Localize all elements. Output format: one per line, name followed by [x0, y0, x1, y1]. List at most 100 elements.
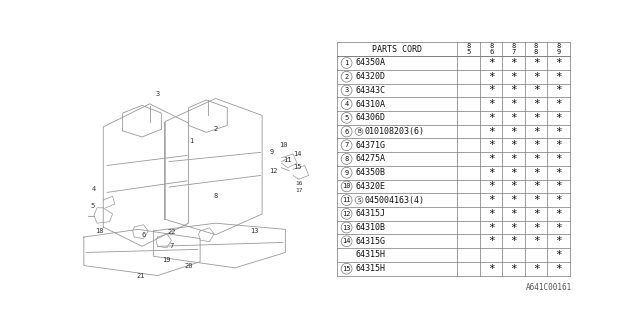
- Text: *: *: [510, 181, 517, 191]
- Text: *: *: [488, 181, 495, 191]
- Text: *: *: [532, 140, 540, 150]
- Text: *: *: [510, 195, 517, 205]
- Text: *: *: [532, 236, 540, 246]
- Text: 64315H: 64315H: [355, 251, 385, 260]
- Text: 12: 12: [269, 168, 278, 174]
- Text: *: *: [488, 113, 495, 123]
- Text: *: *: [555, 85, 562, 95]
- Text: *: *: [532, 126, 540, 137]
- Text: 64343C: 64343C: [355, 86, 385, 95]
- Text: *: *: [555, 140, 562, 150]
- Text: 8: 8: [344, 156, 349, 162]
- Text: 1: 1: [189, 138, 193, 144]
- Text: *: *: [532, 113, 540, 123]
- Text: 64315H: 64315H: [355, 264, 385, 273]
- Text: *: *: [510, 209, 517, 219]
- Text: *: *: [555, 72, 562, 82]
- Text: B: B: [357, 129, 361, 134]
- Text: *: *: [555, 209, 562, 219]
- Text: *: *: [532, 209, 540, 219]
- Text: *: *: [555, 126, 562, 137]
- Text: 8: 8: [214, 193, 218, 199]
- Text: *: *: [532, 222, 540, 233]
- Text: *: *: [555, 99, 562, 109]
- Text: *: *: [532, 154, 540, 164]
- Text: 9: 9: [344, 170, 349, 176]
- Text: *: *: [555, 236, 562, 246]
- Text: 64320E: 64320E: [355, 182, 385, 191]
- Text: 16: 16: [296, 181, 303, 186]
- Text: 13: 13: [250, 228, 259, 234]
- Text: *: *: [532, 58, 540, 68]
- Text: *: *: [488, 85, 495, 95]
- Text: 010108203(6): 010108203(6): [364, 127, 424, 136]
- Text: 64275A: 64275A: [355, 155, 385, 164]
- Text: *: *: [488, 99, 495, 109]
- Text: *: *: [488, 168, 495, 178]
- Text: *: *: [532, 99, 540, 109]
- Text: 1: 1: [344, 60, 349, 66]
- Text: *: *: [488, 264, 495, 274]
- Text: 7: 7: [344, 142, 349, 148]
- Text: 2: 2: [214, 126, 218, 132]
- Text: *: *: [532, 168, 540, 178]
- Text: *: *: [555, 250, 562, 260]
- Text: *: *: [510, 222, 517, 233]
- Text: *: *: [488, 140, 495, 150]
- Text: *: *: [532, 181, 540, 191]
- Text: 4: 4: [344, 101, 349, 107]
- Text: 8: 8: [489, 43, 493, 49]
- Text: *: *: [488, 154, 495, 164]
- Text: *: *: [555, 168, 562, 178]
- Text: *: *: [510, 72, 517, 82]
- Text: 11: 11: [342, 197, 351, 203]
- Text: 17: 17: [296, 188, 303, 193]
- Text: *: *: [510, 113, 517, 123]
- Text: 64350B: 64350B: [355, 168, 385, 177]
- Text: 11: 11: [284, 157, 292, 163]
- Text: *: *: [510, 140, 517, 150]
- Text: *: *: [488, 126, 495, 137]
- Text: 14: 14: [292, 151, 301, 157]
- Text: 6: 6: [141, 232, 146, 238]
- Text: 8: 8: [511, 43, 516, 49]
- Text: *: *: [555, 195, 562, 205]
- Text: *: *: [555, 222, 562, 233]
- Text: 9: 9: [556, 49, 561, 55]
- Text: 64310B: 64310B: [355, 223, 385, 232]
- Text: *: *: [555, 113, 562, 123]
- Text: 19: 19: [163, 257, 171, 263]
- Text: 22: 22: [167, 229, 176, 236]
- Text: 10: 10: [279, 142, 287, 148]
- Text: *: *: [532, 264, 540, 274]
- Text: *: *: [555, 264, 562, 274]
- Text: *: *: [555, 58, 562, 68]
- Text: *: *: [555, 154, 562, 164]
- Text: *: *: [488, 222, 495, 233]
- Text: 15: 15: [292, 164, 301, 170]
- Text: S: S: [357, 198, 361, 203]
- Text: 14: 14: [342, 238, 351, 244]
- Text: 10: 10: [342, 183, 351, 189]
- Text: *: *: [488, 72, 495, 82]
- Text: *: *: [488, 58, 495, 68]
- Text: 5: 5: [344, 115, 349, 121]
- Text: 64320D: 64320D: [355, 72, 385, 81]
- Text: 64315G: 64315G: [355, 237, 385, 246]
- Text: 7: 7: [511, 49, 516, 55]
- Text: 8: 8: [467, 43, 471, 49]
- Text: 64350A: 64350A: [355, 59, 385, 68]
- Text: 6: 6: [489, 49, 493, 55]
- Text: *: *: [510, 236, 517, 246]
- Text: 7: 7: [170, 243, 173, 249]
- Text: *: *: [555, 181, 562, 191]
- Text: 2: 2: [344, 74, 349, 80]
- Text: 8: 8: [556, 43, 561, 49]
- Text: *: *: [488, 236, 495, 246]
- Text: *: *: [510, 126, 517, 137]
- Text: 64371G: 64371G: [355, 141, 385, 150]
- Text: *: *: [510, 58, 517, 68]
- Text: 21: 21: [136, 273, 145, 278]
- Text: *: *: [488, 209, 495, 219]
- Text: 64306D: 64306D: [355, 113, 385, 122]
